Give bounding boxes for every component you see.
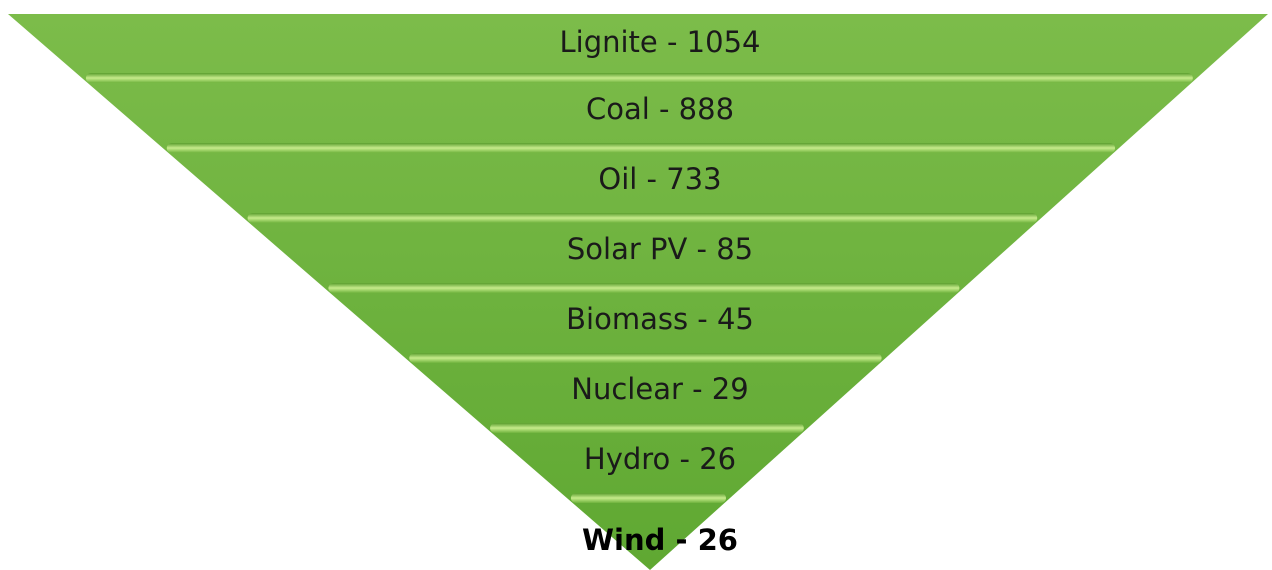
level-label: Solar PV - 85 [567,232,753,266]
separator [409,353,882,363]
separator [166,143,1116,153]
level-label: Oil - 733 [598,162,721,196]
level-label: Hydro - 26 [584,442,736,476]
level-label: Nuclear - 29 [571,372,748,406]
separators [85,73,1193,503]
level-label: Coal - 888 [586,92,734,126]
level-label: Wind - 26 [582,523,738,557]
separator [490,423,804,433]
level-label: Lignite - 1054 [560,25,761,59]
level-label: Biomass - 45 [566,302,754,336]
separator [570,493,727,503]
labels: Lignite - 1054 Coal - 888 Oil - 733 Solar P… [560,25,761,557]
separator [328,283,960,293]
separator [85,73,1193,83]
separator [247,213,1038,223]
